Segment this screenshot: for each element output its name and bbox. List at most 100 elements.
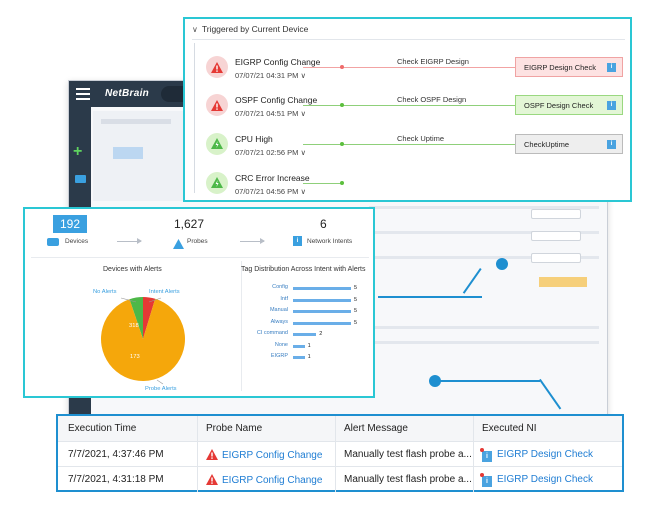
column-header-execution-time[interactable]: Execution Time bbox=[68, 423, 137, 434]
probe-name[interactable]: OSPF Config Change bbox=[235, 95, 318, 105]
ni-icon: i bbox=[607, 63, 616, 72]
probe-time[interactable]: 07/07/21 02:56 PM ∨ bbox=[235, 148, 306, 157]
devices-icon bbox=[47, 238, 59, 246]
bar-value-label: 5 bbox=[354, 285, 358, 291]
probes-label: Probes bbox=[187, 238, 208, 245]
pie-chart-title: Devices with Alerts bbox=[103, 266, 162, 273]
bar[interactable] bbox=[293, 310, 351, 313]
bar-category-label: Manual bbox=[269, 307, 288, 313]
ni-icon: i bbox=[607, 140, 616, 149]
probe-name-link[interactable]: EIGRP Config Change bbox=[222, 450, 323, 461]
bar[interactable] bbox=[293, 356, 305, 359]
connector-line bbox=[440, 380, 540, 382]
probe-name[interactable]: EIGRP Config Change bbox=[235, 57, 321, 67]
executed-ni-cell[interactable]: i EIGRP Design Check bbox=[473, 442, 623, 466]
alert-message-cell: Manually test flash probe a... bbox=[335, 467, 474, 492]
network-intent-icon: i bbox=[480, 473, 492, 487]
probe-time[interactable]: 07/07/21 04:31 PM ∨ bbox=[235, 71, 306, 80]
executed-ni-cell[interactable]: i EIGRP Design Check bbox=[473, 467, 623, 492]
alert-history-table: Execution Time Probe Name Alert Message … bbox=[56, 414, 624, 492]
folder-icon[interactable] bbox=[75, 175, 86, 183]
bar-category-label: None bbox=[274, 341, 288, 348]
probes-count[interactable]: 1,627 bbox=[174, 217, 205, 231]
probe-name[interactable]: CRC Error Increase bbox=[235, 173, 310, 183]
chevron-down-icon[interactable]: ∨ bbox=[300, 109, 306, 118]
bar-category-label: Always bbox=[270, 318, 288, 325]
pie-label-probe-alerts: Probe Alerts bbox=[145, 386, 177, 392]
bar-category-label: Config bbox=[272, 284, 288, 290]
ni-icon: i bbox=[607, 101, 616, 110]
chevron-down-icon[interactable]: ∨ bbox=[300, 187, 306, 196]
brand-logo: NetBrain bbox=[105, 88, 150, 99]
intents-count[interactable]: 6 bbox=[320, 217, 327, 231]
column-header-executed-ni[interactable]: Executed NI bbox=[473, 416, 623, 441]
ni-label: EIGRP Design Check bbox=[524, 63, 596, 72]
probe-name-cell[interactable]: EIGRP Config Change bbox=[197, 442, 338, 466]
pie-slice-no-alerts[interactable] bbox=[129, 297, 143, 339]
bar[interactable] bbox=[293, 298, 351, 302]
probe-name[interactable]: CPU High bbox=[235, 134, 273, 144]
bar-chart-title: Tag Distribution Across Intent with Aler… bbox=[241, 266, 366, 273]
bar-value-label: 5 bbox=[354, 296, 358, 303]
bar-category-label: EIGRP bbox=[270, 353, 288, 359]
check-label: Check Uptime bbox=[397, 134, 445, 143]
intents-label: Network Intents bbox=[307, 238, 353, 245]
pie-slice-probe-alerts[interactable] bbox=[101, 298, 185, 381]
executed-ni-link[interactable]: EIGRP Design Check bbox=[497, 449, 593, 460]
devices-label: Devices bbox=[65, 238, 89, 245]
bar-category-label: CI command bbox=[256, 330, 288, 336]
bolt-icon bbox=[206, 133, 228, 155]
chevron-down-icon[interactable]: ∨ bbox=[192, 25, 198, 34]
pie-leader-line bbox=[148, 297, 162, 303]
executed-ni-link[interactable]: EIGRP Design Check bbox=[497, 474, 593, 485]
warning-icon bbox=[206, 56, 228, 78]
ni-box[interactable]: EIGRP Design Check i bbox=[515, 57, 623, 77]
execution-time-cell: 7/7/2021, 4:37:46 PM bbox=[68, 449, 164, 460]
network-intent-icon: i bbox=[293, 236, 302, 246]
chevron-down-icon[interactable]: ∨ bbox=[300, 148, 306, 157]
triggered-header[interactable]: ∨ Triggered by Current Device bbox=[192, 24, 308, 34]
pie-label-no-alerts: No Alerts bbox=[93, 289, 117, 295]
check-label: Check OSPF Design bbox=[397, 95, 467, 104]
table-row[interactable]: 7/7/2021, 4:31:18 PM EIGRP Config Change… bbox=[58, 467, 622, 492]
probe-name-link[interactable]: EIGRP Config Change bbox=[222, 475, 323, 486]
bar-value-label: 5 bbox=[354, 319, 358, 326]
probe-time[interactable]: 07/07/21 04:51 PM ∨ bbox=[235, 109, 306, 118]
bar-category-label: Intf bbox=[280, 295, 288, 302]
check-label: Check EIGRP Design bbox=[397, 57, 469, 66]
probe-name-cell[interactable]: EIGRP Config Change bbox=[197, 467, 338, 492]
probe-time[interactable]: 07/07/21 04:56 PM ∨ bbox=[235, 187, 306, 196]
ni-box[interactable]: OSPF Design Check i bbox=[515, 95, 623, 115]
warning-icon bbox=[206, 449, 218, 460]
connector-dot bbox=[429, 375, 441, 387]
pie-slice-intent-alerts[interactable] bbox=[143, 297, 156, 339]
bar[interactable] bbox=[293, 344, 305, 348]
warning-icon bbox=[206, 474, 218, 485]
background-panel bbox=[93, 111, 193, 201]
warning-icon bbox=[206, 94, 228, 116]
bar-value-label: 2 bbox=[319, 331, 323, 337]
table-header-row: Execution Time Probe Name Alert Message … bbox=[58, 416, 622, 442]
add-icon[interactable]: + bbox=[73, 143, 83, 160]
pie-inner-label-big: 173 bbox=[130, 354, 140, 360]
arrow-right-icon bbox=[117, 238, 142, 244]
pie-inner-label-small: 318 bbox=[129, 323, 139, 329]
pie-label-intent-alerts: Intent Alerts bbox=[149, 289, 180, 295]
table-row[interactable]: 7/7/2021, 4:37:46 PM EIGRP Config Change… bbox=[58, 442, 622, 467]
ni-label: CheckUptime bbox=[524, 140, 570, 149]
column-header-alert-message[interactable]: Alert Message bbox=[335, 416, 474, 441]
bar[interactable] bbox=[293, 287, 351, 290]
hamburger-menu-icon[interactable] bbox=[76, 88, 90, 100]
alert-message-cell: Manually test flash probe a... bbox=[335, 442, 474, 466]
bar[interactable] bbox=[293, 321, 351, 325]
bar[interactable] bbox=[293, 333, 317, 336]
chevron-down-icon[interactable]: ∨ bbox=[300, 71, 306, 80]
execution-time-cell: 7/7/2021, 4:31:18 PM bbox=[68, 474, 164, 485]
network-intent-icon: i bbox=[480, 448, 492, 462]
ni-label: OSPF Design Check bbox=[524, 101, 594, 110]
devices-alert-pie-chart bbox=[101, 297, 185, 385]
column-header-probe-name[interactable]: Probe Name bbox=[197, 416, 338, 441]
triggered-panel: ∨ Triggered by Current Device EIGRP Confi… bbox=[183, 17, 632, 202]
ni-box[interactable]: CheckUptime i bbox=[515, 134, 623, 154]
devices-count[interactable]: 192 bbox=[53, 215, 87, 233]
